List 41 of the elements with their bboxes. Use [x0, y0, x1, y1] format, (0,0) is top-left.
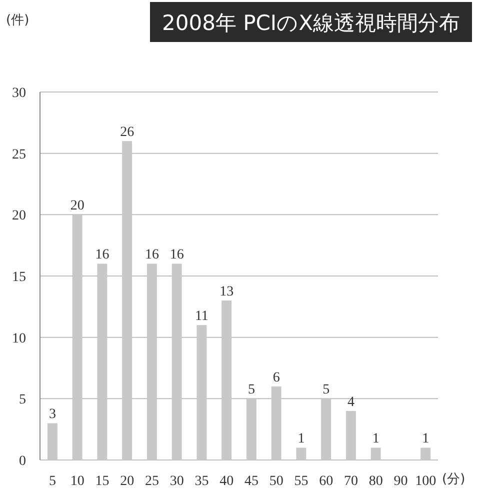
y-axis-title: (件): [6, 13, 30, 28]
y-tick-label: 15: [12, 270, 26, 285]
y-tick-label: 25: [12, 147, 26, 162]
data-label: 4: [347, 394, 354, 410]
x-tick-label: 100: [415, 474, 436, 489]
x-tick-label: 20: [120, 474, 134, 489]
y-tick-label: 5: [19, 392, 26, 408]
data-label: 1: [422, 432, 430, 447]
y-tick-label: 0: [19, 454, 26, 469]
data-label: 16: [95, 248, 110, 263]
x-axis-title: (分): [442, 472, 466, 487]
data-label: 1: [372, 432, 380, 447]
data-label: 16: [144, 248, 159, 263]
x-tick-label: 50: [269, 474, 284, 489]
chart-title: 2008年 PCIのX線透視時間分布: [162, 11, 460, 35]
data-label: 20: [70, 198, 84, 214]
data-label: 3: [48, 407, 56, 422]
data-label: 5: [322, 382, 330, 398]
data-label: 6: [272, 370, 280, 386]
data-label: 26: [120, 125, 134, 140]
x-tick-label: 70: [344, 474, 358, 489]
x-tick-label: 30: [170, 474, 184, 489]
x-tick-label: 15: [95, 474, 110, 489]
y-tick-label: 20: [12, 208, 26, 224]
y-tick-label: 30: [12, 86, 26, 101]
x-tick-label: 40: [220, 474, 234, 489]
data-label: 16: [170, 248, 184, 263]
x-tick-label: 35: [194, 474, 209, 489]
data-label: 11: [194, 309, 208, 324]
x-tick-label: 55: [294, 474, 308, 489]
x-tick-label: 10: [70, 474, 84, 489]
x-tick-label: 45: [244, 474, 258, 489]
data-label: 5: [248, 382, 255, 398]
y-tick-label: 10: [12, 331, 26, 346]
data-label: 1: [298, 432, 305, 447]
x-tick-label: 80: [368, 474, 383, 489]
x-tick-label: 90: [394, 474, 408, 489]
x-tick-label: 60: [319, 474, 334, 489]
x-tick-label: 25: [144, 474, 159, 489]
x-tick-label: 5: [48, 474, 56, 489]
data-label: 13: [220, 284, 234, 300]
